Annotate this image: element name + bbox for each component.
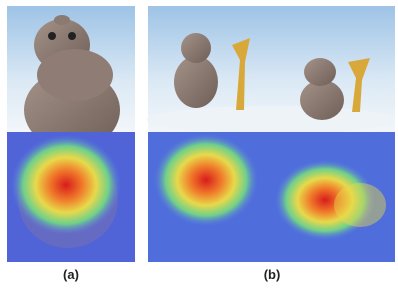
figure: (a) (b) — [0, 0, 398, 291]
panel-label: (a) — [63, 267, 79, 282]
image-b — [147, 6, 395, 134]
panel-label: (b) — [264, 267, 281, 282]
page: (a) (b) (() => { const data = JSON.parse… — [0, 0, 398, 291]
heatmap-a — [7, 132, 135, 262]
image-a — [7, 6, 135, 150]
heatmap-b — [148, 132, 395, 262]
